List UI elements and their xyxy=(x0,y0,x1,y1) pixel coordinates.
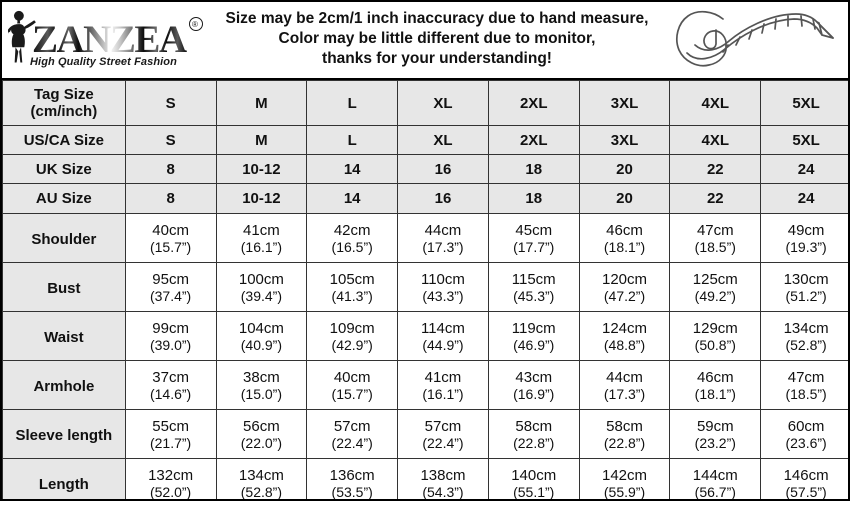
svg-text:High Quality Street Fashion: High Quality Street Fashion xyxy=(30,56,177,68)
svg-text:ZANZEA: ZANZEA xyxy=(32,18,187,61)
svg-text:®: ® xyxy=(192,20,198,29)
